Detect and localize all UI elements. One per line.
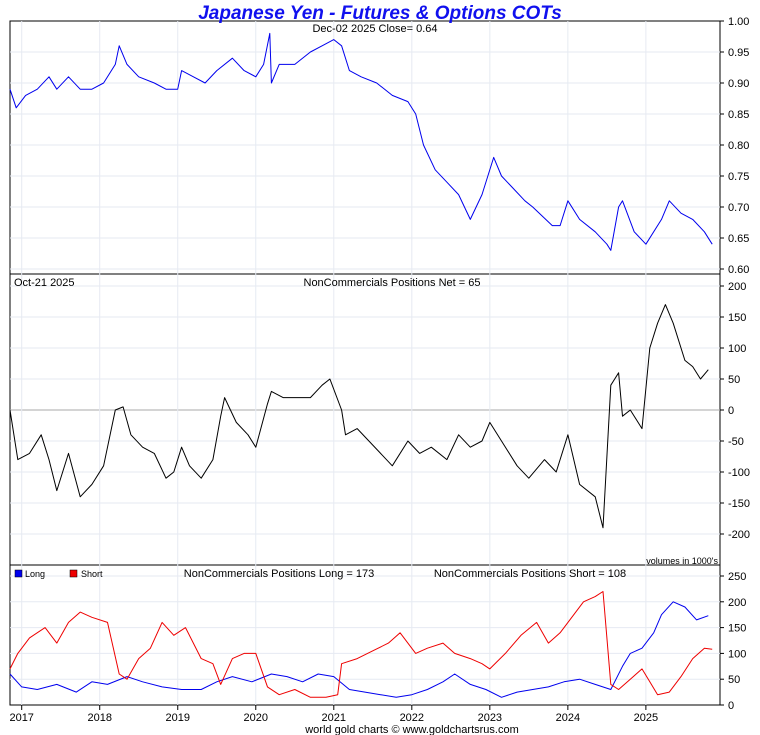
y-tick-label-net: 0 — [728, 405, 734, 417]
net-date-label: Oct-21 2025 — [14, 277, 75, 289]
legend-long-swatch — [14, 569, 23, 578]
x-tick-label: 2018 — [87, 712, 111, 724]
x-tick-label: 2017 — [9, 712, 33, 724]
y-tick-label-price: 0.70 — [728, 202, 749, 214]
x-tick-label: 2024 — [556, 712, 580, 724]
y-tick-label-net: -200 — [728, 529, 750, 541]
y-tick-label-price: 0.90 — [728, 78, 749, 90]
series-line-price — [9, 32, 713, 251]
y-tick-label-net: 100 — [728, 343, 746, 355]
short-title: NonCommercials Positions Short = 108 — [434, 568, 626, 580]
y-tick-label-net: 200 — [728, 281, 746, 293]
y-tick-label-price: 1.00 — [728, 16, 749, 28]
y-tick-label-positions: 150 — [728, 623, 746, 635]
y-tick-label-net: -100 — [728, 467, 750, 479]
y-tick-label-price: 0.60 — [728, 264, 749, 276]
x-tick-label: 2019 — [166, 712, 190, 724]
y-tick-label-positions: 200 — [728, 597, 746, 609]
legend-short-swatch — [69, 569, 78, 578]
series-line-net — [9, 304, 709, 529]
y-tick-label-positions: 100 — [728, 648, 746, 660]
x-tick-label: 2020 — [244, 712, 268, 724]
long-title: NonCommercials Positions Long = 173 — [184, 568, 374, 580]
footer-credit: world gold charts © www.goldchartsrus.co… — [304, 724, 519, 735]
y-tick-label-price: 0.95 — [728, 47, 749, 59]
x-tick-label: 2023 — [478, 712, 502, 724]
y-tick-label-price: 0.85 — [728, 109, 749, 121]
net-title: NonCommercials Positions Net = 65 — [304, 277, 481, 289]
y-tick-label-net: -150 — [728, 498, 750, 510]
y-tick-label-positions: 250 — [728, 571, 746, 583]
legend-short-label: Short — [81, 569, 103, 579]
legend-long-label: Long — [25, 569, 45, 579]
x-tick-label: 2021 — [322, 712, 346, 724]
y-tick-label-net: -50 — [728, 436, 744, 448]
y-tick-label-net: 50 — [728, 374, 740, 386]
x-tick-label: 2025 — [634, 712, 658, 724]
series-line-long — [9, 601, 709, 698]
y-tick-label-positions: 0 — [728, 700, 734, 712]
chart-title: Japanese Yen - Futures & Options COTs — [198, 3, 562, 24]
price-subtitle: Dec-02 2025 Close= 0.64 — [312, 23, 437, 35]
y-tick-label-net: 150 — [728, 312, 746, 324]
y-tick-label-positions: 50 — [728, 674, 740, 686]
y-tick-label-price: 0.75 — [728, 171, 749, 183]
y-tick-label-price: 0.80 — [728, 140, 749, 152]
series-line-short — [9, 591, 713, 698]
positions-panel-frame — [9, 564, 721, 706]
y-tick-label-price: 0.65 — [728, 233, 749, 245]
x-tick-label: 2022 — [400, 712, 424, 724]
volumes-note: volumes in 1000's — [646, 556, 718, 566]
